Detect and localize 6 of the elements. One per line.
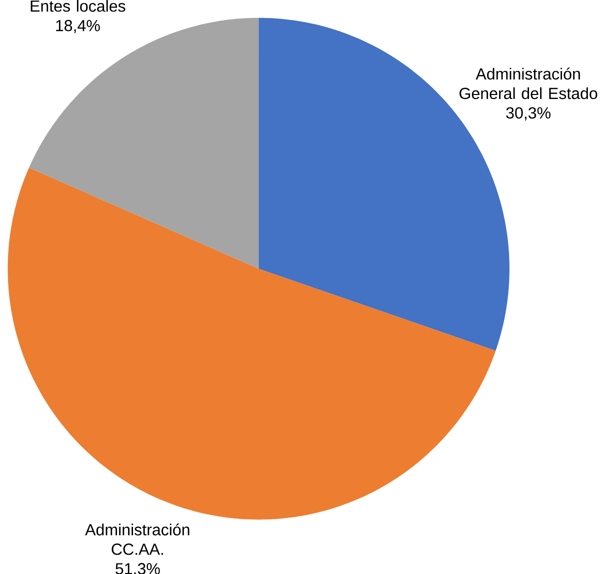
data-label: 18,4% [56,20,100,33]
slice-label: Entes locales [30,0,126,12]
slice-label: Administración General del Estado [460,67,598,99]
slice-label: Administración CC.AA. [85,523,190,555]
data-label: 51.3% [116,562,160,574]
data-label: 30,3% [506,107,551,120]
